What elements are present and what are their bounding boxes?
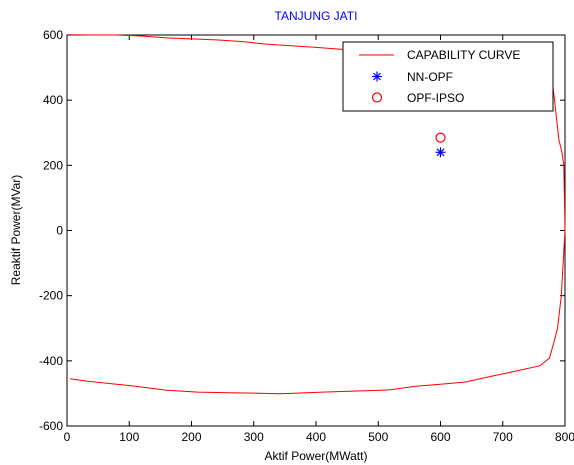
legend-circle-marker: [371, 92, 383, 103]
x-tick-label: 300: [244, 430, 264, 444]
x-tick-label: 600: [430, 430, 450, 444]
x-tick-label: 200: [181, 430, 201, 444]
legend-label-nn-opf: NN-OPF: [407, 70, 453, 84]
x-tick-label: 800: [555, 430, 574, 444]
legend: CAPABILITY CURVE NN-OPF OPF-IPSO: [342, 41, 554, 112]
x-tick-label: 700: [493, 430, 513, 444]
y-tick-label: -400: [39, 354, 63, 368]
legend-star-marker: [372, 71, 382, 82]
chart-title: TANJUNG JATI: [275, 9, 358, 23]
x-axis-label: Aktif Power(MWatt): [265, 449, 368, 463]
y-tick-label: 600: [43, 28, 63, 42]
nn-opf-point: [435, 147, 446, 158]
capability-curve-line: [70, 34, 566, 395]
x-axis: 0 100 200 300 400 500 600 700 800: [64, 35, 574, 444]
x-tick-label: 400: [306, 430, 326, 444]
legend-label-capability-curve: CAPABILITY CURVE: [407, 48, 520, 62]
x-tick-label: 100: [119, 430, 139, 444]
series-layer: [70, 34, 566, 395]
y-tick-label: 400: [43, 93, 63, 107]
opf-ipso-point: [435, 132, 446, 143]
x-tick-label: 500: [368, 430, 388, 444]
y-tick-label: -200: [39, 289, 63, 303]
y-tick-label: 0: [56, 224, 63, 238]
y-axis: -600 -400 -200 0 200 400 600: [39, 28, 565, 433]
y-axis-label: Reaktif Power(MVar): [9, 175, 23, 285]
y-tick-label: -600: [39, 419, 63, 433]
x-tick-label: 0: [64, 430, 71, 444]
y-tick-label: 200: [43, 158, 63, 172]
legend-label-opf-ipso: OPF-IPSO: [407, 91, 464, 105]
